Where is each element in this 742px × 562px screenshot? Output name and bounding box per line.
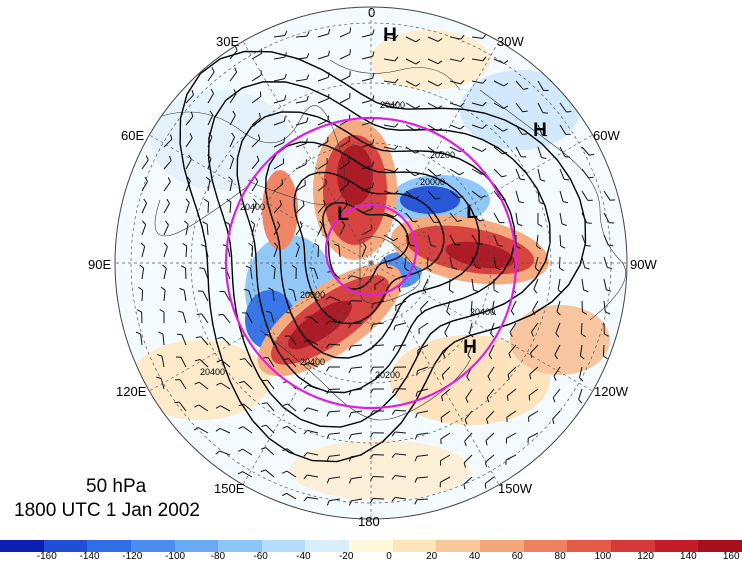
colorbar-tick-label: 20 <box>426 551 437 562</box>
colorbar-tick-label: 160 <box>723 551 740 562</box>
colorbar-tick-label: -120 <box>122 551 142 562</box>
longitude-label: 120E <box>116 384 146 399</box>
contour-label: 20400 <box>380 100 405 110</box>
colorbar-tick-label: -140 <box>79 551 99 562</box>
colorbar-tick-label: 140 <box>680 551 697 562</box>
longitude-label: 60E <box>121 128 144 143</box>
longitude-label: 150W <box>498 481 532 496</box>
contour-label: 20000 <box>420 177 445 187</box>
high-pressure-label: H <box>383 25 397 47</box>
high-pressure-label: H <box>463 337 477 359</box>
colorbar-tick-label: -160 <box>37 551 57 562</box>
contour-label: 20400 <box>200 367 225 377</box>
contour-label: 20400 <box>300 357 325 367</box>
longitude-label: 60W <box>593 128 620 143</box>
contour-label: 20200 <box>430 150 455 160</box>
colorbar-tick-label: 0 <box>386 551 392 562</box>
contour-label: 20400 <box>240 202 265 212</box>
level-label: 50 hPa <box>86 476 146 498</box>
low-pressure-label: L <box>337 204 349 226</box>
longitude-label: 90W <box>630 257 657 272</box>
longitude-label: 0 <box>368 5 375 20</box>
longitude-label: 30W <box>497 34 524 49</box>
longitude-label: 120W <box>594 384 628 399</box>
low-pressure-label: L <box>466 202 478 224</box>
colorbar <box>0 540 742 552</box>
longitude-label: 180 <box>358 514 380 529</box>
longitude-label: 90E <box>88 257 111 272</box>
colorbar-tick-label: -40 <box>296 551 310 562</box>
colorbar-tick-label: 120 <box>637 551 654 562</box>
contour-label: 20000 <box>300 290 325 300</box>
contour-label: 20200 <box>375 370 400 380</box>
colorbar-tick-label: -20 <box>339 551 353 562</box>
colorbar-tick-label: 80 <box>555 551 566 562</box>
longitude-label: 30E <box>216 34 239 49</box>
colorbar-tick-label: 40 <box>469 551 480 562</box>
colorbar-tick-label: 100 <box>594 551 611 562</box>
contour-label: 20400 <box>470 307 495 317</box>
colorbar-tick-label: -100 <box>165 551 185 562</box>
colorbar-tick-label: 60 <box>512 551 523 562</box>
colorbar-tick-label: -60 <box>253 551 267 562</box>
longitude-label: 150E <box>214 481 244 496</box>
colorbar-tick-label: -80 <box>211 551 225 562</box>
high-pressure-label: H <box>533 120 547 142</box>
datetime-label: 1800 UTC 1 Jan 2002 <box>14 500 200 522</box>
